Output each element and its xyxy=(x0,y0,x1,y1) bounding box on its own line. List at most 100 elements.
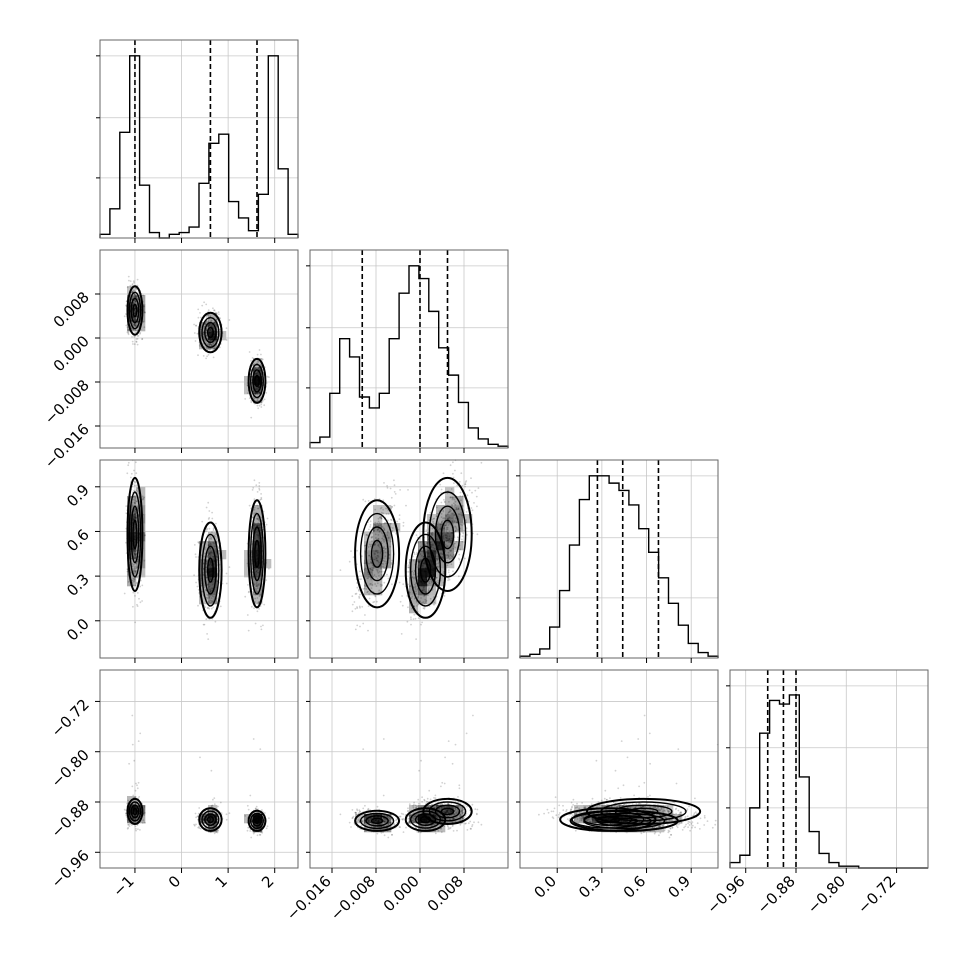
sample-point-2-0 xyxy=(135,585,137,587)
sample-point-3-0 xyxy=(137,828,139,830)
sample-point-2-1 xyxy=(375,533,377,535)
sample-point-3-0 xyxy=(137,787,139,789)
sample-point-2-1 xyxy=(471,507,473,509)
sample-point-2-0 xyxy=(144,534,146,536)
sample-point-2-1 xyxy=(469,489,471,491)
sample-point-2-0 xyxy=(268,568,270,570)
sample-point-2-1 xyxy=(383,482,385,484)
sample-point-2-1 xyxy=(443,535,445,537)
sample-point-2-1 xyxy=(359,571,361,573)
sample-point-1-0 xyxy=(137,344,139,346)
sample-point-2-1 xyxy=(413,560,415,562)
sample-point-2-0 xyxy=(206,507,208,509)
sample-point-2-0 xyxy=(205,531,207,533)
sample-point-2-0 xyxy=(215,587,217,589)
sample-point-2-1 xyxy=(418,578,420,580)
sample-point-2-1 xyxy=(458,558,460,560)
sample-point-2-1 xyxy=(451,563,453,565)
sample-point-3-0 xyxy=(226,819,228,821)
sample-point-2-1 xyxy=(477,533,479,535)
sample-point-2-1 xyxy=(466,534,468,536)
sample-point-2-1 xyxy=(454,470,456,472)
histogram-0 xyxy=(100,56,298,238)
sample-point-2-1 xyxy=(418,617,420,619)
sample-point-2-1 xyxy=(364,560,366,562)
sample-point-2-1 xyxy=(449,531,451,533)
y-tick-label-2-0: 0.0 xyxy=(63,615,93,645)
sample-point-2-1 xyxy=(356,606,358,608)
sample-point-1-0 xyxy=(135,296,137,298)
sample-point-2-0 xyxy=(266,524,268,526)
sample-point-2-1 xyxy=(423,582,425,584)
sample-point-2-1 xyxy=(456,485,458,487)
sample-point-2-1 xyxy=(394,484,396,486)
sample-point-2-1 xyxy=(420,581,422,583)
sample-point-2-1 xyxy=(371,532,373,534)
sample-point-3-0 xyxy=(249,795,251,797)
sample-point-2-0 xyxy=(211,512,213,514)
sample-point-2-1 xyxy=(381,571,383,573)
sample-point-2-0 xyxy=(135,550,137,552)
sample-point-2-0 xyxy=(134,595,136,597)
sample-point-2-1 xyxy=(399,514,401,516)
sample-point-2-1 xyxy=(448,541,450,543)
sample-point-2-1 xyxy=(427,576,429,578)
sample-point-2-0 xyxy=(247,584,249,586)
sample-point-2-1 xyxy=(384,548,386,550)
sample-point-2-1 xyxy=(454,514,456,516)
sample-point-2-1 xyxy=(440,552,442,554)
sample-point-2-1 xyxy=(453,513,455,515)
sample-point-2-1 xyxy=(428,589,430,591)
sample-point-2-1 xyxy=(368,529,370,531)
sample-point-2-0 xyxy=(195,553,197,555)
sample-point-3-0 xyxy=(247,805,249,807)
sample-point-2-1 xyxy=(362,623,364,625)
sample-point-1-0 xyxy=(203,355,205,357)
sample-point-2-1 xyxy=(356,587,358,589)
sample-point-2-0 xyxy=(207,607,209,609)
sample-point-2-1 xyxy=(393,479,395,481)
sample-point-1-0 xyxy=(132,291,134,293)
y-tick-label-1-2: 0.000 xyxy=(50,332,93,375)
sample-point-2-0 xyxy=(203,624,205,626)
sample-point-2-1 xyxy=(426,600,428,602)
sample-point-2-0 xyxy=(256,558,258,560)
sample-point-2-1 xyxy=(420,553,422,555)
sample-point-2-1 xyxy=(373,559,375,561)
sample-point-2-1 xyxy=(425,573,427,575)
sample-point-2-1 xyxy=(390,488,392,490)
sample-point-2-1 xyxy=(379,522,381,524)
sample-point-2-0 xyxy=(265,579,267,581)
sample-point-2-1 xyxy=(462,535,464,537)
sample-point-1-0 xyxy=(256,388,258,390)
sample-point-2-1 xyxy=(416,605,418,607)
sample-point-2-1 xyxy=(340,569,342,571)
sample-point-2-1 xyxy=(446,534,448,536)
sample-point-2-0 xyxy=(135,489,137,491)
sample-point-2-0 xyxy=(131,473,133,475)
sample-point-2-1 xyxy=(460,492,462,494)
sample-point-1-0 xyxy=(134,324,136,326)
sample-point-2-1 xyxy=(401,595,403,597)
sample-point-2-0 xyxy=(261,498,263,500)
sample-point-2-0 xyxy=(143,497,145,499)
sample-point-2-1 xyxy=(352,610,354,612)
sample-point-2-1 xyxy=(461,524,463,526)
sample-point-2-0 xyxy=(248,591,250,593)
sample-point-2-1 xyxy=(452,521,454,523)
sample-point-2-1 xyxy=(461,515,463,517)
sample-point-2-1 xyxy=(465,481,467,483)
sample-point-3-0 xyxy=(256,806,258,808)
sample-point-3-0 xyxy=(142,819,144,821)
sample-point-2-1 xyxy=(417,542,419,544)
sample-point-2-1 xyxy=(425,576,427,578)
sample-point-2-0 xyxy=(209,571,211,573)
sample-point-2-0 xyxy=(134,499,136,501)
sample-point-1-0 xyxy=(257,360,259,362)
sample-point-1-0 xyxy=(130,280,132,282)
sample-point-2-0 xyxy=(257,491,259,493)
sample-point-2-0 xyxy=(257,610,259,612)
